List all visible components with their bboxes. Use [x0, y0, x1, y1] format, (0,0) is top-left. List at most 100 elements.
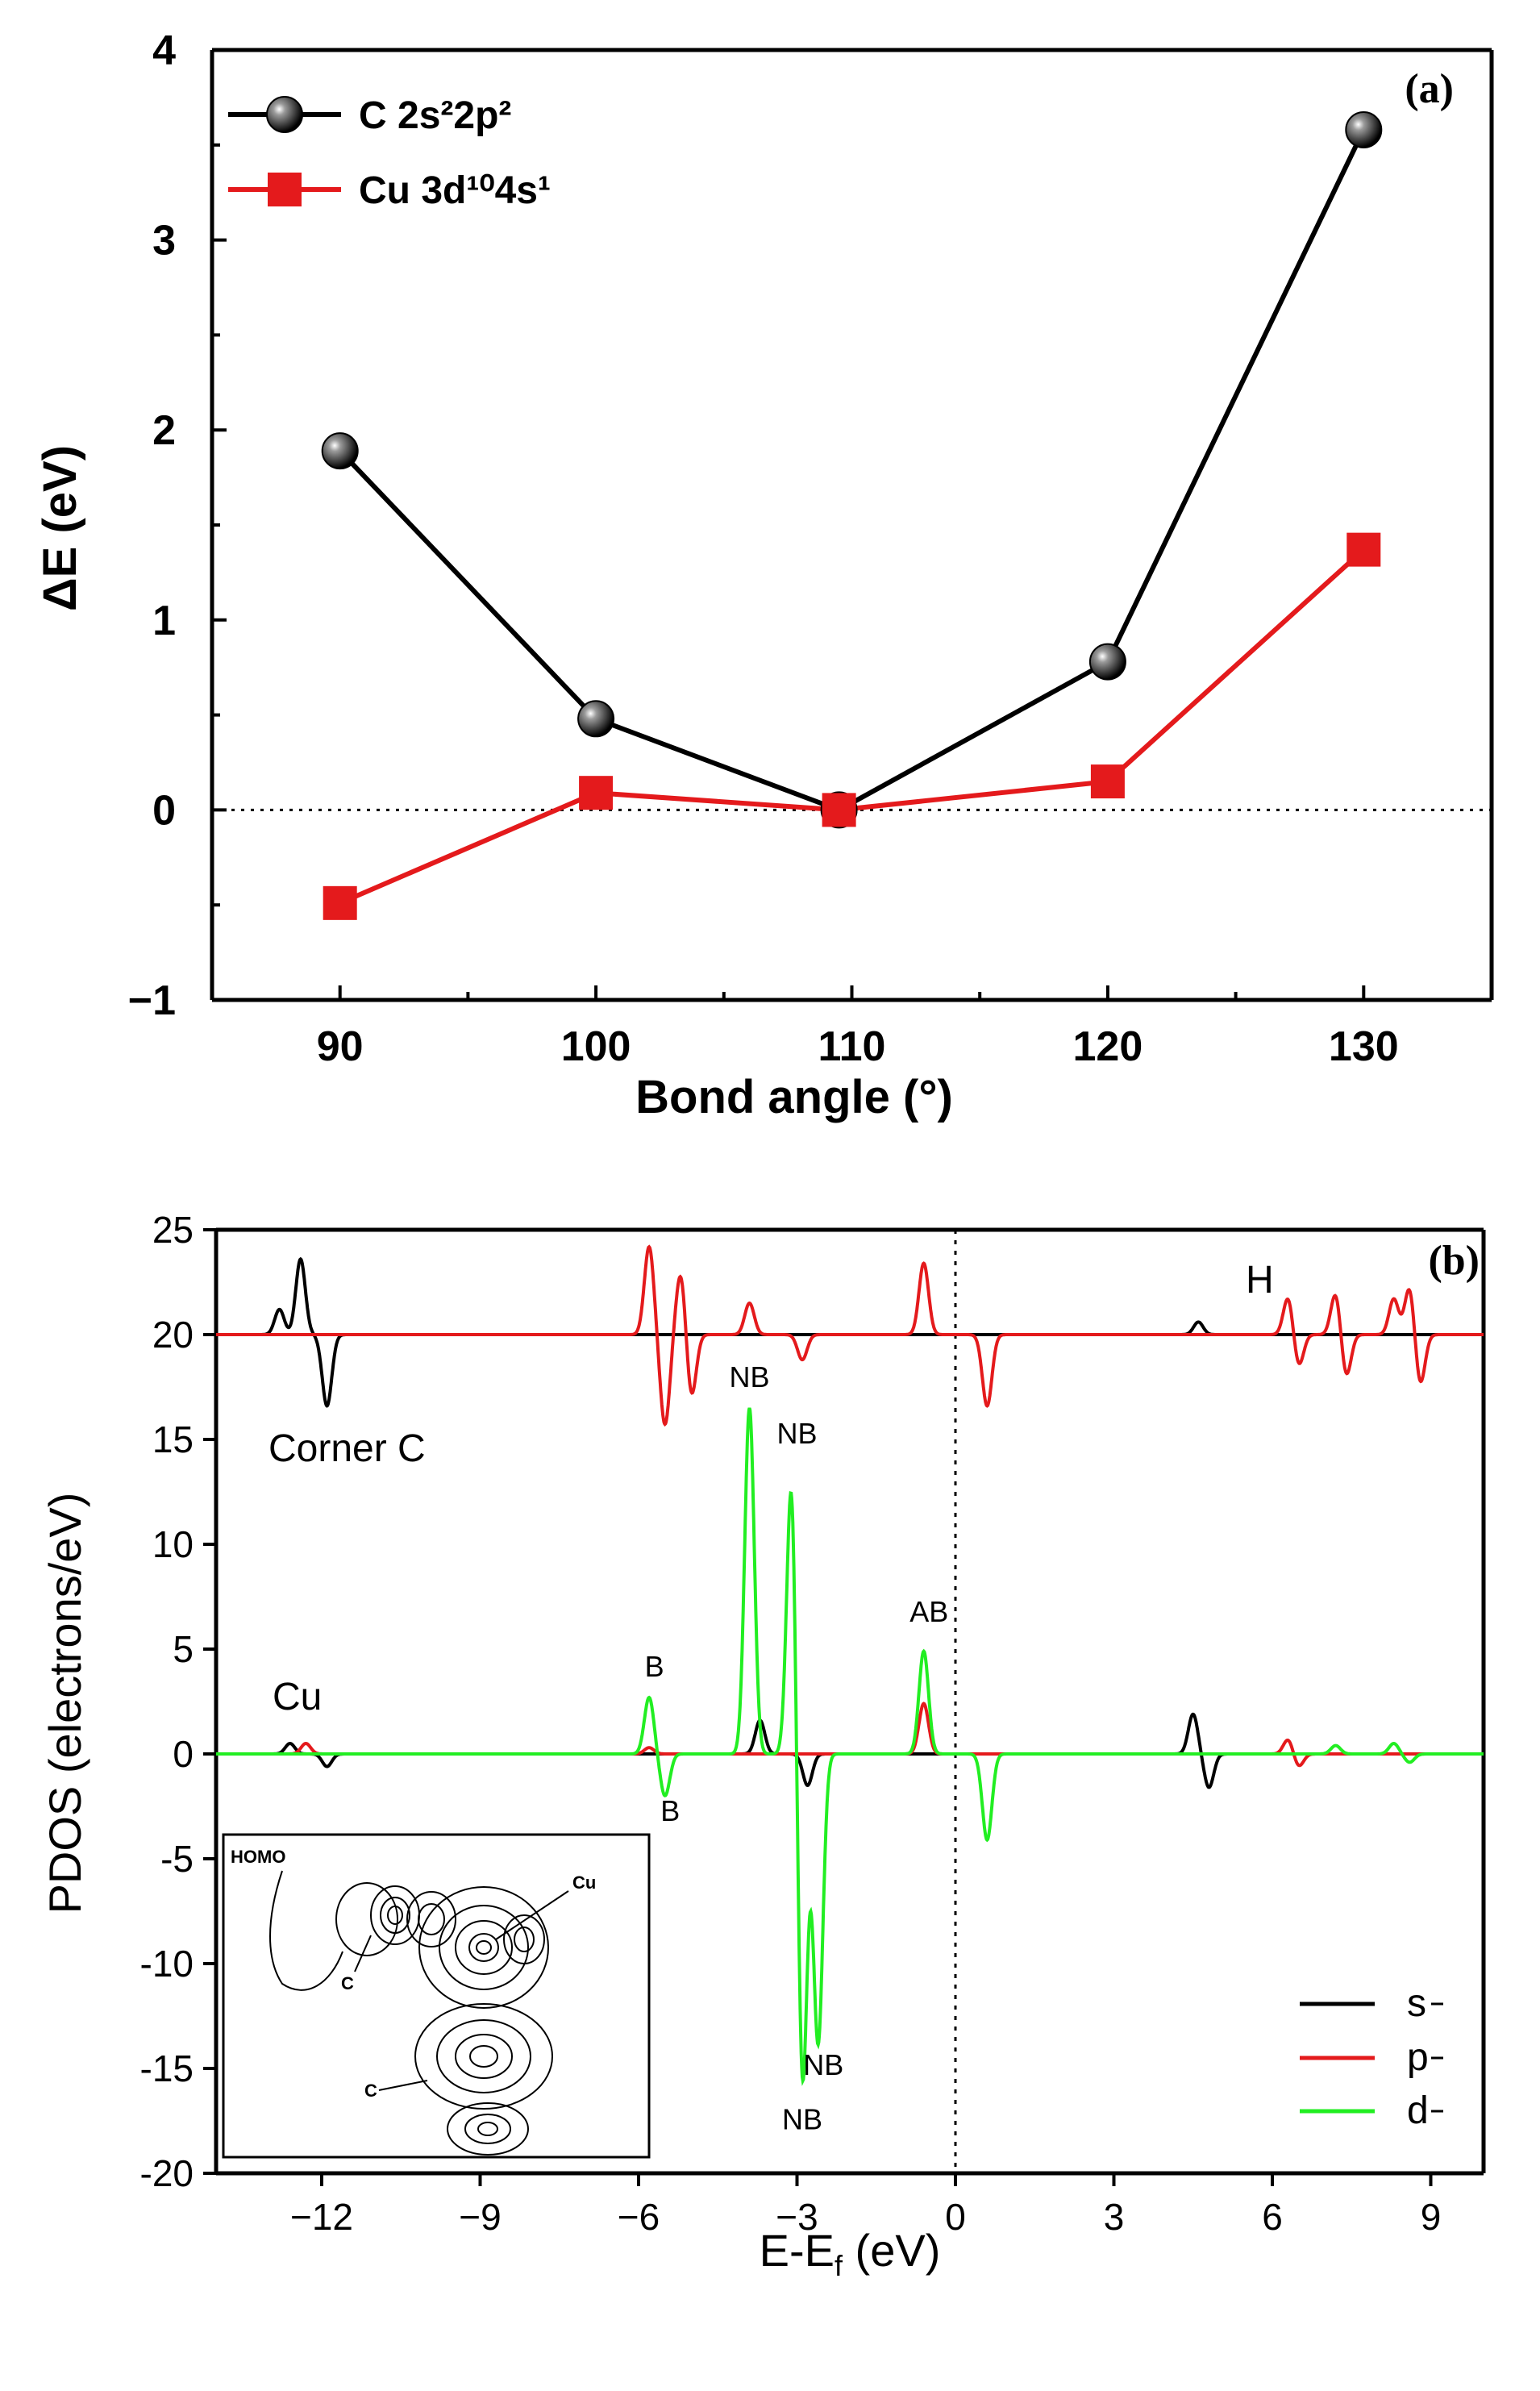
a-xtick-label: 130	[1329, 1023, 1399, 1070]
inset-lobe	[477, 2122, 498, 2136]
a-series-line-cu	[339, 548, 1366, 906]
a-legend: C 2s²2p² Cu 3d¹⁰4s¹	[228, 94, 551, 212]
a-point-c	[321, 432, 359, 470]
inset-lobe	[447, 2102, 529, 2156]
a-xlabel: Bond angle (°)	[635, 1071, 953, 1123]
b-xtick-label: 0	[945, 2196, 966, 2238]
b-xtick-label: −3	[776, 2196, 818, 2238]
a-ylabel: ΔE (eV)	[34, 445, 86, 611]
inset-lobe	[469, 2045, 498, 2068]
a-point-cu	[822, 793, 856, 827]
inset-leader	[378, 2080, 428, 2091]
peak-annotation-nb: NB	[730, 1360, 770, 1393]
a-xtick-label: 100	[561, 1023, 631, 1070]
inset-lobe	[468, 1933, 499, 1962]
inset-leader	[354, 1935, 372, 1972]
pdos-corner-c-p	[216, 1244, 1484, 1427]
b-ylabel: PDOS (electrons/eV)	[40, 1493, 90, 1914]
legend-label-s: s	[1407, 1982, 1426, 2025]
a-point-c	[1088, 643, 1126, 681]
inset-label-c2: C	[364, 2081, 377, 2101]
a-series-line-c	[338, 128, 1367, 813]
peak-annotation-b: B	[660, 1794, 680, 1827]
b-xtick-label: 6	[1262, 2196, 1283, 2238]
label-corner-c: Corner C	[268, 1427, 426, 1470]
a-point-c	[577, 700, 615, 738]
b-curves	[216, 1244, 1484, 2086]
a-series	[321, 110, 1383, 920]
a-ytick-label: 0	[152, 787, 176, 834]
panel-a: 90 100 110 120 130 −1 0 1 2 3 4 (a) Bond angle (°)…	[34, 27, 1494, 1123]
panel-label-b: (b)	[1428, 1238, 1480, 1284]
inset-leader	[495, 1890, 569, 1940]
b-xtick-label: −12	[290, 2196, 353, 2238]
b-xtick-label: −6	[618, 2196, 660, 2238]
a-ytick-label: 3	[152, 218, 176, 265]
inset-lobe	[455, 2034, 513, 2079]
inset-contour-outer	[269, 1870, 343, 1991]
inset-lobe	[335, 1882, 398, 1956]
inset-lobe	[464, 2114, 511, 2144]
a-ticks: 90 100 110 120 130 −1 0 1 2 3 4	[128, 27, 1399, 1070]
b-ytick-label: 25	[152, 1209, 194, 1251]
b-ytick-label: -20	[140, 2152, 194, 2194]
b-ytick-label: 15	[152, 1418, 194, 1460]
pdos-cu-p	[216, 1702, 1484, 1768]
label-cu: Cu	[273, 1676, 322, 1718]
b-legend: spd	[1300, 1982, 1443, 2132]
inset-contours	[269, 1870, 553, 2156]
inset-lobe	[476, 1940, 492, 1955]
inset-label-cu: Cu	[572, 1872, 596, 1893]
legend-marker-cu	[268, 173, 302, 206]
b-xtick-label: 3	[1104, 2196, 1125, 2238]
inset-lobe	[439, 1905, 529, 1990]
b-ytick-label: 0	[173, 1733, 194, 1775]
b-ytick-label: 10	[152, 1523, 194, 1565]
b-ytick-label: -5	[160, 1838, 194, 1880]
peak-annotation-nb: NB	[776, 1417, 817, 1450]
inset-frame	[222, 1833, 651, 2159]
b-ytick-label: -15	[140, 2047, 194, 2089]
a-xtick-label: 120	[1073, 1023, 1143, 1070]
inset-lobe	[418, 1886, 549, 2009]
inset-lobe	[455, 1920, 513, 1975]
homo-inset: HOMO	[222, 1833, 651, 2159]
b-ytick-label: 5	[173, 1628, 194, 1670]
inset-lobe	[503, 1914, 545, 1964]
b-ticks: −12 −9 −6 −3 0 3 6 9 -20 -15 -10 -5 0 5 10 15 20 25	[140, 1209, 1442, 2238]
label-h: H	[1246, 1259, 1274, 1302]
panel-label-a: (a)	[1405, 66, 1454, 112]
a-ytick-label: 2	[152, 407, 176, 454]
legend-marker-c	[266, 96, 303, 133]
b-ytick-label: 20	[152, 1314, 194, 1356]
a-ytick-label: 1	[152, 598, 176, 644]
a-point-cu	[579, 776, 614, 810]
legend-label-d: d	[1407, 2089, 1429, 2132]
inset-lobe	[436, 2019, 531, 2093]
a-xtick-label: 90	[317, 1023, 364, 1070]
inset-lobe	[414, 2003, 553, 2110]
inset-lobe	[418, 1903, 445, 1935]
a-point-c	[1345, 110, 1383, 148]
b-ytick-label: -10	[140, 1943, 194, 1985]
peak-annotation-b: B	[645, 1650, 664, 1683]
peak-annotation-nb: NB	[803, 2048, 843, 2081]
legend-label-cu: Cu 3d¹⁰4s¹	[359, 169, 551, 212]
a-point-cu	[1346, 532, 1381, 567]
a-xtick-label: 110	[818, 1023, 886, 1070]
inset-title: HOMO	[231, 1847, 285, 1867]
a-point-cu	[323, 885, 357, 920]
inset-lobe	[387, 1906, 403, 1925]
a-ytick-label: −1	[128, 977, 176, 1024]
inset-lobe	[380, 1897, 410, 1934]
legend-label-c: C 2s²2p²	[359, 94, 511, 137]
pdos-cu-d	[216, 1407, 1484, 2086]
inset-leaders	[354, 1890, 569, 2091]
peak-annotation-ab: AB	[909, 1595, 948, 1628]
peak-annotation-nb: NB	[782, 2102, 822, 2135]
legend-label-p: p	[1407, 2036, 1429, 2079]
a-point-cu	[1090, 764, 1125, 799]
